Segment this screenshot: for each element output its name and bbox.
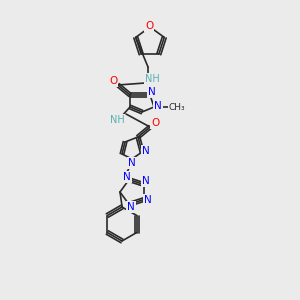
Text: N: N xyxy=(148,87,156,97)
Text: N: N xyxy=(123,172,131,182)
Text: O: O xyxy=(109,76,117,86)
Text: O: O xyxy=(151,118,159,128)
Text: N: N xyxy=(127,202,135,212)
Text: N: N xyxy=(142,146,150,156)
Text: CH₃: CH₃ xyxy=(169,103,185,112)
Text: N: N xyxy=(128,158,136,168)
Text: NH: NH xyxy=(145,74,159,84)
Text: N: N xyxy=(144,195,152,205)
Text: O: O xyxy=(145,21,153,31)
Text: NH: NH xyxy=(110,115,124,125)
Text: N: N xyxy=(142,176,149,186)
Text: N: N xyxy=(154,101,162,111)
